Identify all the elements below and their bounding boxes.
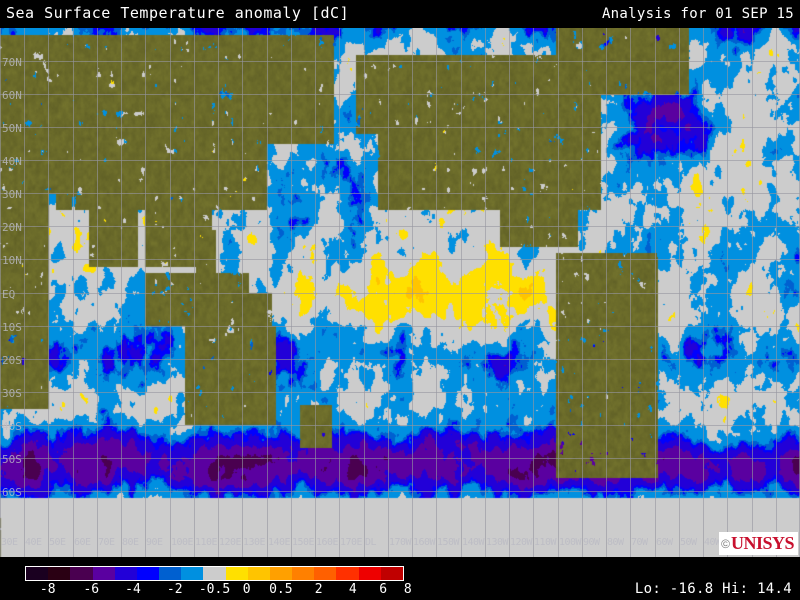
color-scale-cell bbox=[70, 567, 93, 580]
color-scale-tick-label: -4 bbox=[125, 582, 141, 597]
color-scale-tick-label: 6 bbox=[379, 582, 388, 597]
color-scale-labels: -8 -6 -4 -2 -0.5 0 0.5 2 4 6 8 bbox=[0, 582, 430, 598]
color-scale-cell bbox=[292, 567, 315, 580]
color-scale-cell bbox=[314, 567, 337, 580]
copyright-symbol: © bbox=[721, 536, 730, 551]
color-scale-tick-label: -8 bbox=[39, 582, 56, 597]
color-scale-cell bbox=[225, 567, 248, 580]
color-scale-tick-label: -2 bbox=[166, 582, 183, 597]
footer-bar: -8 -6 -4 -2 -0.5 0 0.5 2 4 6 8 Lo: -16.8 Hi: 14.4 bbox=[0, 557, 800, 600]
map-panel[interactable]: 70N 60N 50N 40N 30N 20N 10N EQ 10S 20S 30S 40S 50S 60… bbox=[0, 28, 800, 557]
color-scale-cell bbox=[336, 567, 359, 580]
color-scale-cell bbox=[380, 567, 403, 580]
color-scale-tick-label: 8 bbox=[403, 582, 412, 597]
color-scale-cell bbox=[114, 567, 137, 580]
unisys-wordmark: UNISYS bbox=[730, 533, 795, 553]
color-scale-cell bbox=[181, 567, 204, 580]
color-scale-tick-label: -0.5 bbox=[198, 582, 231, 597]
color-scale-tick-label: 0.5 bbox=[269, 582, 293, 597]
header-bar: Sea Surface Temperature anomaly [dC] Ana… bbox=[0, 0, 800, 28]
color-scale-cell bbox=[92, 567, 115, 580]
color-scale-tick-label: -6 bbox=[83, 582, 100, 597]
color-scale-cell bbox=[136, 567, 160, 580]
minmax-readout: Lo: -16.8 Hi: 14.4 bbox=[634, 581, 792, 597]
page-title: Sea Surface Temperature anomaly [dC] bbox=[6, 4, 350, 22]
color-scale-cell bbox=[247, 567, 270, 580]
color-scale-cell bbox=[26, 567, 49, 580]
color-scale-cell bbox=[48, 567, 71, 580]
analysis-date: Analysis for 01 SEP 15 bbox=[601, 6, 794, 22]
color-scale-tick-label: 4 bbox=[348, 582, 357, 597]
color-scale-cell bbox=[358, 567, 381, 580]
color-scale-cell bbox=[159, 567, 182, 580]
unisys-logo: © UNISYS bbox=[719, 532, 798, 555]
color-scale-cell bbox=[269, 567, 293, 580]
color-scale-cell bbox=[203, 567, 226, 580]
color-scale-tick-label: 0 bbox=[242, 582, 251, 597]
color-scale-tick-label: 2 bbox=[314, 582, 323, 597]
color-scale-bar bbox=[25, 566, 404, 581]
sst-anomaly-raster bbox=[0, 28, 800, 557]
